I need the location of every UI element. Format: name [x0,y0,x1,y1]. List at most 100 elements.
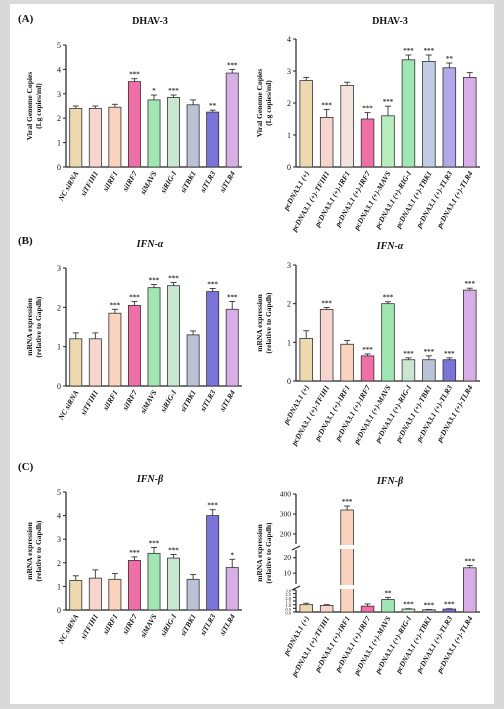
significance-2-5: *** [168,275,179,283]
significance-0-5: *** [168,87,179,95]
chart-title-1: DHAV-3 [372,16,408,27]
bar-5-5 [401,608,416,613]
y-tick-label-1-2: 2 [287,99,291,108]
significance-3-1: *** [321,300,332,308]
y-tick-label-3-2: 2 [287,300,291,309]
x-tick-label-4-8: siTLR4 [217,612,237,637]
y-tick-label-4-2: 2 [57,559,61,568]
y-tick-label-5-l3: 1.5 [285,600,291,605]
significance-3-7: *** [444,350,455,358]
chart-title-0: DHAV-3 [132,16,168,27]
x-tick-label-0-8: siTLR4 [217,169,237,194]
bar-0-5 [167,97,181,168]
y-tick-label-1-0: 0 [287,163,291,172]
y-axis-label-5-0: mRNA expression [255,523,264,581]
bar-1-0 [299,80,313,168]
significance-5-2: *** [342,498,353,506]
bar-2-2 [108,312,122,387]
significance-1-7: ** [446,55,454,63]
bar-0-4 [147,99,161,168]
y-tick-label-0-0: 0 [57,163,61,172]
x-tick-label-2-8: siTLR4 [217,388,237,413]
bar-1-2 [340,85,354,168]
y-axis-label-4-0: mRNA expression [25,521,34,579]
y-tick-label-5-l5: 2.5 [285,592,291,597]
y-tick-label-1-3: 3 [287,67,291,76]
x-tick-label-4-4: siMAVS [138,613,159,640]
bar-0-2 [108,106,122,168]
x-tick-label-0-6: siTBK1 [178,170,198,196]
bar-4-8 [225,567,239,611]
significance-2-3: *** [129,293,140,301]
significance-4-8: * [230,551,234,559]
bar-4-1 [88,577,102,611]
figure-sheet: (A) DHAV-3 Viral Genome Copies (Lg copies/m… [10,4,494,704]
bar-1-1 [319,117,334,168]
significance-5-5: *** [403,601,414,609]
bar-0-1 [88,108,102,168]
significance-5-4: ** [385,589,393,597]
y-tick-label-4-4: 4 [57,512,61,521]
y-tick-label-0-3: 3 [57,90,61,99]
significance-2-4: *** [149,277,160,285]
bar-3-7 [442,359,457,382]
x-tick-label-0-2: siIRF1 [100,170,119,194]
y-tick-label-1-4: 4 [287,35,291,44]
x-tick-label-2-6: siTBK1 [178,389,198,415]
y-tick-label-5-u1: 300 [280,510,292,519]
x-tick-label-0-4: siMAVS [138,170,159,197]
y-tick-label-4-3: 3 [57,535,61,544]
bar-0-6 [186,104,200,168]
x-tick-label-4-7: siTLR3 [198,612,218,637]
x-tick-label-0-7: siTLR3 [198,169,218,194]
y-axis-label-3-0: mRNA expression [255,293,264,351]
bar-4-5 [167,557,181,611]
chart-B-right: IFN-α mRNA expression (relative to Gapdh) 0… [255,241,480,448]
y-axis-label-0-1: (Lg copies/ml) [34,83,43,129]
significance-0-3: *** [129,71,140,79]
y-tick-label-3-0: 0 [287,377,291,386]
chart-title-3: IFN-α [376,241,404,252]
x-tick-label-4-3: siIRF7 [120,612,139,636]
bar-5-2 [340,509,354,613]
x-tick-label-0-5: siRIG-I [158,169,179,196]
x-tick-label-2-7: siTLR3 [198,388,218,413]
significance-1-6: *** [424,47,435,55]
y-tick-label-3-3: 3 [287,261,291,270]
significance-5-7: *** [444,601,455,609]
x-tick-label-2-2: siIRF1 [100,389,119,413]
x-tick-label-2-0: NC siRNA [56,389,81,423]
bar-4-4 [147,552,161,611]
significance-5-6: *** [424,601,435,609]
bar-3-4 [381,303,395,382]
y-tick-label-1-1: 1 [287,131,291,140]
y-axis-label-0-0: Viral Genome Copies [25,72,34,141]
chart-title-5: IFN-β [376,476,404,487]
significance-3-6: *** [424,348,435,356]
x-tick-label-2-3: siIRF7 [120,388,139,412]
x-tick-label-2-4: siMAVS [138,389,159,416]
y-axis-label-1-0: Viral Genome Copies [255,69,264,138]
chart-A-right: DHAV-3 Viral Genome Copies (Lg copies/ml) 0… [255,16,480,234]
bar-2-5 [167,285,181,387]
bar-break-gap-5-0 [339,585,355,589]
bar-1-3 [360,118,375,168]
bar-5-4 [381,599,395,613]
bar-4-7 [206,515,220,611]
significance-3-5: *** [403,350,414,358]
bar-0-3 [127,81,141,168]
bar-2-3 [127,304,141,387]
y-tick-label-3-1: 1 [287,338,291,347]
y-tick-label-5-m1: 20 [284,553,292,562]
x-tick-label-4-0: NC siRNA [56,613,81,647]
y-tick-label-0-4: 4 [57,65,61,74]
y-tick-label-5-m0: 10 [284,569,292,578]
bar-4-2 [108,578,122,611]
chart-title-2: IFN-α [136,239,164,250]
bar-5-8 [463,567,477,613]
bar-0-8 [225,72,239,168]
bar-2-4 [147,287,161,387]
y-tick-label-4-0: 0 [57,606,61,615]
